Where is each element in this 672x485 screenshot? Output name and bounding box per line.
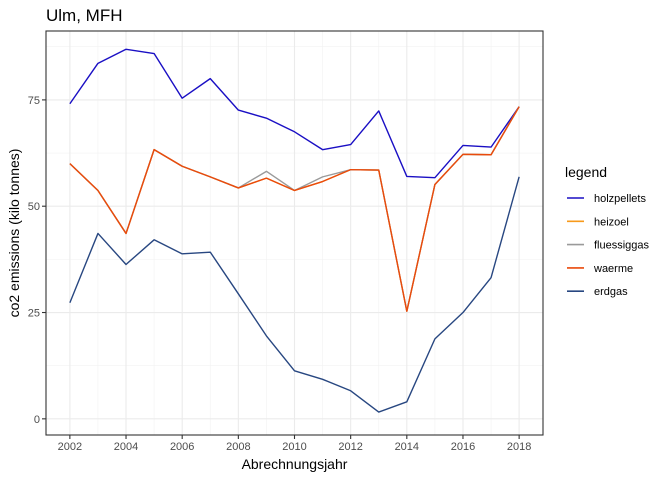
x-tick-label: 2014	[395, 441, 419, 453]
legend: legend holzpellets heizoel fluessiggas waer…	[565, 164, 650, 298]
series-line-waerme	[69, 106, 520, 312]
y-tick-label: 75	[28, 95, 40, 107]
x-axis: 2002 2004 2006 2008 2010 2012 2014 2016 2018	[58, 435, 531, 453]
x-tick-label: 2016	[451, 441, 475, 453]
legend-label-heizoel: heizoel	[594, 216, 629, 228]
x-tick-label: 2008	[226, 441, 250, 453]
x-tick-label: 2002	[58, 441, 82, 453]
y-axis: 0 25 50 75	[28, 95, 46, 426]
series-line-erdgas	[69, 176, 520, 413]
y-tick-label: 0	[34, 414, 40, 426]
chart-title: Ulm, MFH	[46, 6, 122, 25]
legend-label-erdgas: erdgas	[594, 286, 628, 298]
series-lines	[69, 48, 520, 413]
x-axis-title: Abrechnungsjahr	[242, 456, 348, 472]
x-tick-label: 2012	[338, 441, 362, 453]
legend-label-fluessiggas: fluessiggas	[594, 240, 650, 252]
y-tick-label: 25	[28, 308, 40, 320]
legend-label-waerme: waerme	[593, 263, 633, 275]
x-tick-label: 2018	[507, 441, 531, 453]
legend-label-holzpellets: holzpellets	[594, 193, 646, 205]
x-tick-label: 2004	[114, 441, 138, 453]
series-line-holzpellets	[69, 48, 520, 179]
legend-title: legend	[565, 164, 607, 180]
y-tick-label: 50	[28, 201, 40, 213]
x-tick-label: 2010	[282, 441, 306, 453]
y-axis-title: co2 emissions (kilo tonnes)	[6, 149, 22, 318]
x-tick-label: 2006	[170, 441, 194, 453]
